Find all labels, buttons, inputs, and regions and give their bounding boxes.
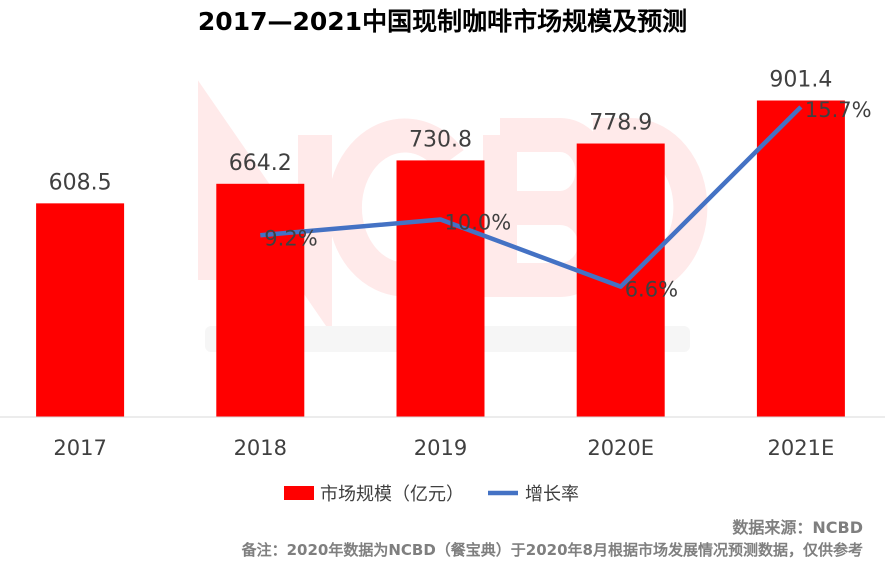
bar-2017 [36, 203, 125, 417]
chart-title: 2017—2021中国现制咖啡市场规模及预测 [197, 7, 688, 36]
growth-label: 10.0% [445, 211, 512, 235]
growth-label: 9.2% [264, 226, 317, 250]
x-tick-label: 2017 [53, 436, 106, 460]
x-tick-label: 2020E [587, 436, 654, 460]
growth-label: 15.7% [805, 98, 872, 122]
bar-label: 778.9 [589, 111, 652, 136]
x-tick-label: 2021E [768, 436, 835, 460]
bar-label: 901.4 [769, 68, 832, 93]
bar-2019 [396, 160, 485, 417]
bar-2021E [756, 100, 845, 417]
x-tick-label: 2019 [414, 436, 467, 460]
footnote: 备注：2020年数据为NCBD（餐宝典）于2020年8月根据市场发展情况预测数据… [241, 541, 863, 559]
growth-label: 6.6% [625, 278, 678, 302]
legend-swatch-market-size [284, 486, 314, 500]
growth-line [260, 105, 803, 289]
data-source: 数据来源：NCBD [732, 518, 863, 537]
legend-label-market-size: 市场规模（亿元） [320, 484, 464, 505]
bar-2018 [216, 183, 305, 417]
bar-label: 730.8 [409, 127, 472, 152]
bar-2020E [576, 143, 665, 417]
bar-label: 664.2 [229, 151, 292, 176]
legend-label-growth: 增长率 [525, 484, 579, 505]
bar-label: 608.5 [49, 170, 112, 195]
x-tick-label: 2018 [234, 436, 287, 460]
